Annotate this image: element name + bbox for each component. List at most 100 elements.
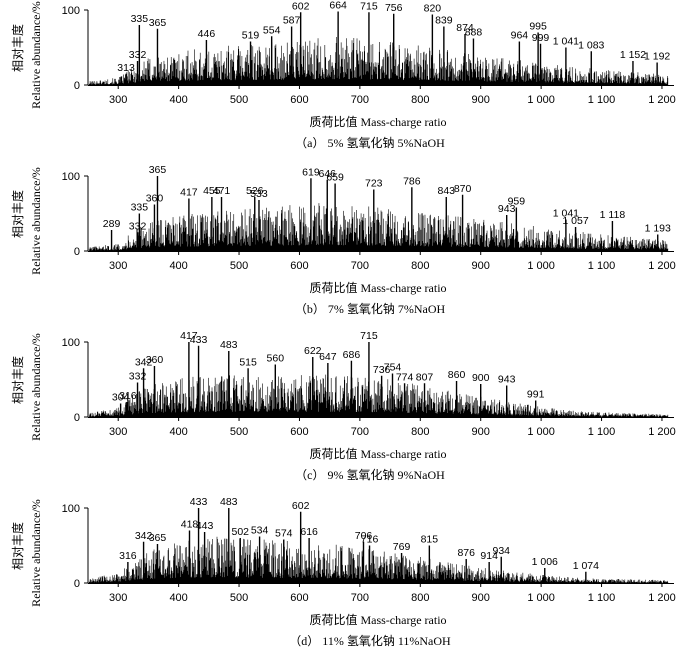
y-axis-title-en: Relative abundance/%: [29, 333, 43, 441]
peak-label: 316: [119, 550, 137, 562]
peak-label: 502: [231, 526, 249, 538]
peak-label: 455: [203, 185, 221, 197]
peak-label: 560: [267, 353, 285, 365]
spectrum-noise-bars: [88, 374, 669, 417]
x-tick-label: 800: [411, 94, 429, 106]
y-axis-title-en: Relative abundance/%: [29, 499, 43, 607]
peak-label: 365: [149, 17, 167, 29]
x-tick-label: 800: [411, 426, 429, 438]
peak-label: 646: [318, 168, 336, 180]
peak-label: 723: [365, 178, 383, 190]
x-tick-label: 600: [290, 94, 308, 106]
panel-caption: （a） 5% 氢氧化钠 5%NaOH: [295, 135, 445, 150]
peak-label: 365: [149, 532, 167, 544]
peak-label: 304: [112, 392, 130, 404]
x-tick-label: 400: [169, 426, 187, 438]
x-tick-label: 300: [109, 426, 127, 438]
peak-label: 1 193: [645, 223, 671, 235]
x-tick-label: 700: [351, 94, 369, 106]
peak-label: 774: [396, 371, 414, 383]
peak-label: 332: [129, 49, 147, 61]
peak-label: 433: [190, 496, 208, 508]
x-tick-label: 600: [290, 426, 308, 438]
peak-label: 1 057: [562, 215, 588, 227]
peak-label: 769: [393, 541, 411, 553]
x-tick-label: 500: [230, 94, 248, 106]
peak-label: 1 041: [553, 208, 579, 220]
peak-label: 622: [304, 345, 322, 357]
spectrum-noise-bars: [88, 203, 669, 251]
peak-label: 342: [135, 530, 153, 542]
x-tick-label: 1 000: [527, 592, 555, 604]
x-tick-label: 600: [290, 260, 308, 272]
peak-label: 471: [213, 185, 231, 197]
x-axis-title: 质荷比值 Mass-charge ratio: [309, 114, 446, 129]
peak-label: 943: [498, 203, 516, 215]
peak-label: 342: [135, 356, 153, 368]
peak-label: 664: [329, 0, 347, 12]
x-tick-label: 1 000: [527, 94, 555, 106]
peak-label: 433: [190, 334, 208, 346]
peak-label: 443: [196, 520, 214, 532]
peak-label: 839: [435, 15, 453, 27]
x-tick-label: 1 100: [588, 260, 616, 272]
peak-label: 860: [448, 369, 466, 381]
peak-label: 964: [511, 30, 529, 42]
peak-label: 1 083: [578, 39, 604, 51]
peak-label: 874: [456, 22, 474, 34]
y-axis-title-cn: 相对丰度: [10, 190, 25, 238]
x-tick-label: 300: [109, 592, 127, 604]
peak-label: 1 041: [553, 36, 579, 48]
peak-label: 715: [360, 330, 378, 342]
peak-label: 934: [492, 545, 510, 557]
x-tick-label: 400: [169, 592, 187, 604]
x-tick-label: 1 200: [648, 260, 676, 272]
y-tick-label: 100: [62, 337, 80, 349]
x-tick-label: 1 200: [648, 592, 676, 604]
peak-label: 870: [454, 183, 472, 195]
x-tick-label: 1 100: [588, 592, 616, 604]
x-tick-label: 1 200: [648, 426, 676, 438]
x-tick-label: 400: [169, 94, 187, 106]
peak-label: 807: [416, 371, 434, 383]
peak-label: 1 152: [620, 49, 646, 61]
peak-label: 815: [421, 534, 439, 546]
x-tick-label: 900: [472, 94, 490, 106]
peak-label: 900: [472, 372, 490, 384]
peak-label: 316: [119, 390, 137, 402]
x-tick-label: 300: [109, 260, 127, 272]
x-tick-label: 900: [472, 260, 490, 272]
x-axis-title: 质荷比值 Mass-charge ratio: [309, 446, 446, 461]
peak-label: 1 074: [573, 560, 599, 572]
peak-label: 914: [480, 550, 498, 562]
y-tick-label: 0: [74, 578, 80, 590]
peak-label: 574: [275, 528, 293, 540]
panel-caption: （c） 9% 氢氧化钠 9%NaOH: [295, 467, 445, 482]
panel-caption: （d） 11% 氢氧化钠 11%NaOH: [289, 633, 451, 648]
y-tick-label: 0: [74, 412, 80, 424]
y-tick-label: 100: [62, 5, 80, 17]
peak-label: 647: [319, 351, 337, 363]
peak-label: 526: [246, 185, 264, 197]
peak-label: 417: [180, 330, 198, 342]
peak-label: 995: [529, 21, 547, 33]
peak-label: 360: [146, 354, 164, 366]
peak-label: 659: [326, 172, 344, 184]
peak-label: 602: [292, 0, 310, 12]
peak-label: 365: [149, 164, 167, 176]
x-tick-label: 800: [411, 260, 429, 272]
peak-label: 313: [117, 62, 135, 74]
x-tick-label: 700: [351, 592, 369, 604]
peak-label: 360: [146, 193, 164, 205]
x-tick-label: 1 200: [648, 94, 676, 106]
x-tick-label: 1 100: [588, 426, 616, 438]
x-tick-label: 700: [351, 260, 369, 272]
x-tick-label: 1 000: [527, 426, 555, 438]
peak-label: 554: [263, 24, 281, 36]
x-tick-label: 1 100: [588, 94, 616, 106]
y-tick-label: 100: [62, 171, 80, 183]
peak-label: 991: [527, 389, 545, 401]
peak-label: 820: [424, 3, 442, 15]
peak-label: 534: [251, 525, 269, 537]
